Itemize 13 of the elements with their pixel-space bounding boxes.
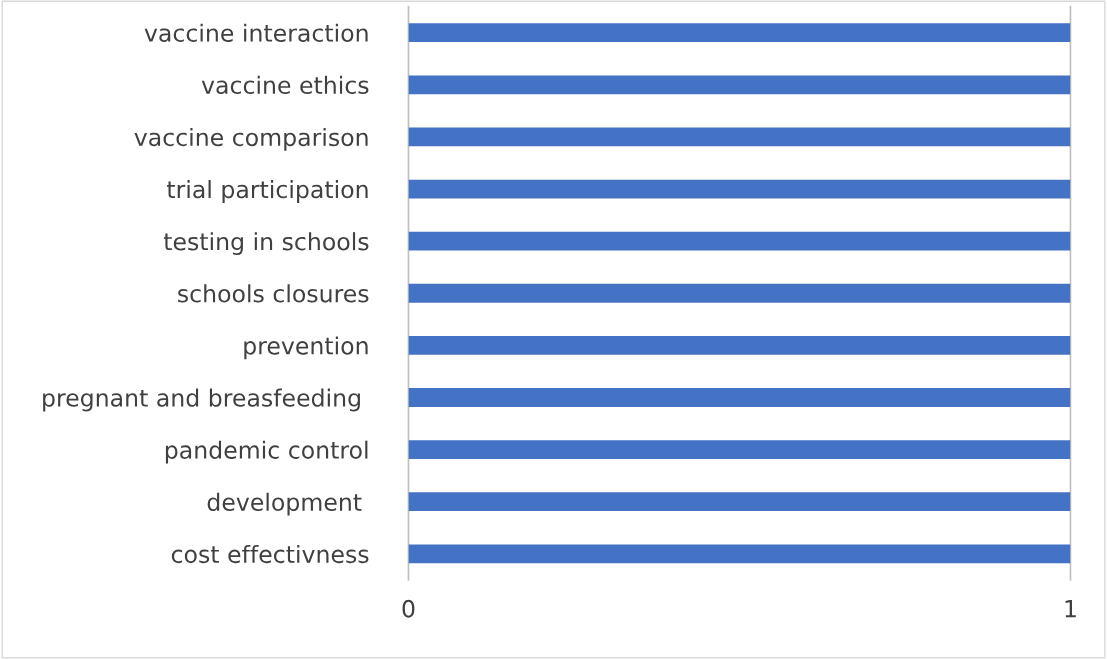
y-tick-label: vaccine comparison <box>134 127 368 151</box>
y-tick-label: pregnant and breasfeeding <box>43 388 360 412</box>
y-tick-label: testing in schools <box>163 232 369 256</box>
x-tick-label: 1 <box>1065 600 1076 618</box>
y-tick-label: vaccine ethics <box>201 75 369 95</box>
y-tick-label: schools closures <box>178 284 369 303</box>
y-tick-label: prevention <box>244 336 368 360</box>
y-tick-label: vaccine interaction <box>144 23 368 42</box>
y-tick-label: cost effectivness <box>171 544 369 564</box>
y-tick-label: development <box>207 492 362 516</box>
y-tick-label: pandemic control <box>165 440 368 464</box>
x-tick-label: 0 <box>402 599 415 618</box>
y-tick-label: trial participation <box>166 180 368 203</box>
